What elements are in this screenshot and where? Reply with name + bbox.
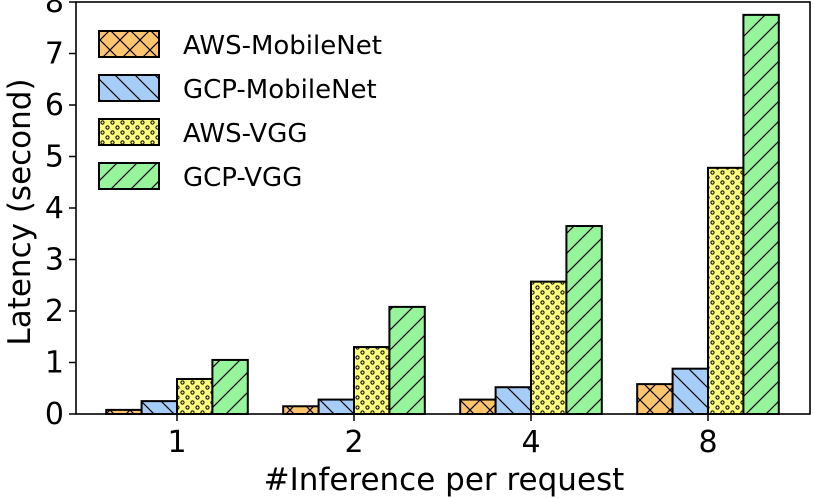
x-tick-label: 4 xyxy=(521,425,540,460)
bar-aws-vgg-1 xyxy=(176,377,214,416)
bar-hatch xyxy=(211,358,249,415)
bars-group xyxy=(105,13,780,416)
y-tick-label: 7 xyxy=(45,37,64,72)
bar-hatch xyxy=(176,377,214,416)
bar-hatch xyxy=(388,305,426,416)
bar-hatch xyxy=(317,398,356,415)
bar-hatch xyxy=(494,386,533,416)
bar-hatch xyxy=(636,383,674,416)
axes-group: 0 1 2 3 4 5 6 7 8 1 2 4 8 xyxy=(45,0,811,460)
legend-label: GCP-VGG xyxy=(183,163,302,193)
legend-entry-gcp-mobilenet: GCP-MobileNet xyxy=(98,74,377,105)
legend-swatch xyxy=(98,118,160,146)
y-tick-label: 5 xyxy=(45,140,64,175)
legend-label: GCP-MobileNet xyxy=(183,75,377,105)
bar-aws-vgg-8 xyxy=(707,166,745,415)
y-tick-label: 2 xyxy=(45,294,64,329)
bar-hatch xyxy=(459,398,497,415)
y-tick-label: 0 xyxy=(45,397,64,432)
y-tick-label: 3 xyxy=(45,243,64,278)
legend-swatch xyxy=(98,74,160,102)
bar-gcp-mobilenet-8 xyxy=(671,367,709,415)
x-tick-label: 2 xyxy=(344,425,363,460)
bar-aws-mobilenet-8 xyxy=(636,383,674,416)
bar-gcp-vgg-2 xyxy=(388,305,426,416)
bar-hatch xyxy=(742,13,780,415)
bar-gcp-mobilenet-4 xyxy=(494,386,533,416)
legend-entry-aws-mobilenet: AWS-MobileNet xyxy=(98,30,382,61)
legend-entry-gcp-vgg: GCP-VGG xyxy=(98,162,302,193)
x-tick-label: 1 xyxy=(167,425,186,460)
y-tick-label: 4 xyxy=(45,191,64,226)
bar-hatch xyxy=(671,367,709,415)
legend-label: AWS-MobileNet xyxy=(183,31,382,61)
x-axis-label: #Inference per request xyxy=(264,462,625,498)
bar-gcp-mobilenet-2 xyxy=(317,398,356,415)
bar-hatch xyxy=(353,346,391,415)
y-axis-label: Latency (second) xyxy=(2,78,38,345)
bar-hatch xyxy=(282,405,320,415)
legend-swatch xyxy=(98,30,160,58)
bar-aws-mobilenet-2 xyxy=(282,405,320,415)
bar-aws-vgg-4 xyxy=(530,280,568,415)
y-tick-label: 6 xyxy=(45,88,64,123)
bar-aws-vgg-2 xyxy=(353,346,391,415)
bar-gcp-mobilenet-1 xyxy=(140,400,179,415)
bar-hatch xyxy=(707,166,745,415)
bar-aws-mobilenet-4 xyxy=(459,398,497,415)
legend-label: AWS-VGG xyxy=(183,119,308,149)
bar-hatch xyxy=(530,280,568,415)
bar-gcp-vgg-8 xyxy=(742,13,780,415)
legend-swatch xyxy=(98,162,160,190)
bar-gcp-vgg-1 xyxy=(211,358,249,415)
legend-entry-aws-vgg: AWS-VGG xyxy=(98,118,308,149)
y-tick-label: 1 xyxy=(45,346,64,381)
plot-frame xyxy=(75,1,811,415)
y-tick-label: 8 xyxy=(45,0,64,20)
bar-hatch xyxy=(140,400,179,415)
bar-gcp-vgg-4 xyxy=(565,225,603,415)
x-tick-label: 8 xyxy=(698,425,717,460)
bar-hatch xyxy=(565,225,603,415)
legend: AWS-MobileNet GCP-MobileNet AWS-VGG GCP-VGG xyxy=(98,30,382,193)
